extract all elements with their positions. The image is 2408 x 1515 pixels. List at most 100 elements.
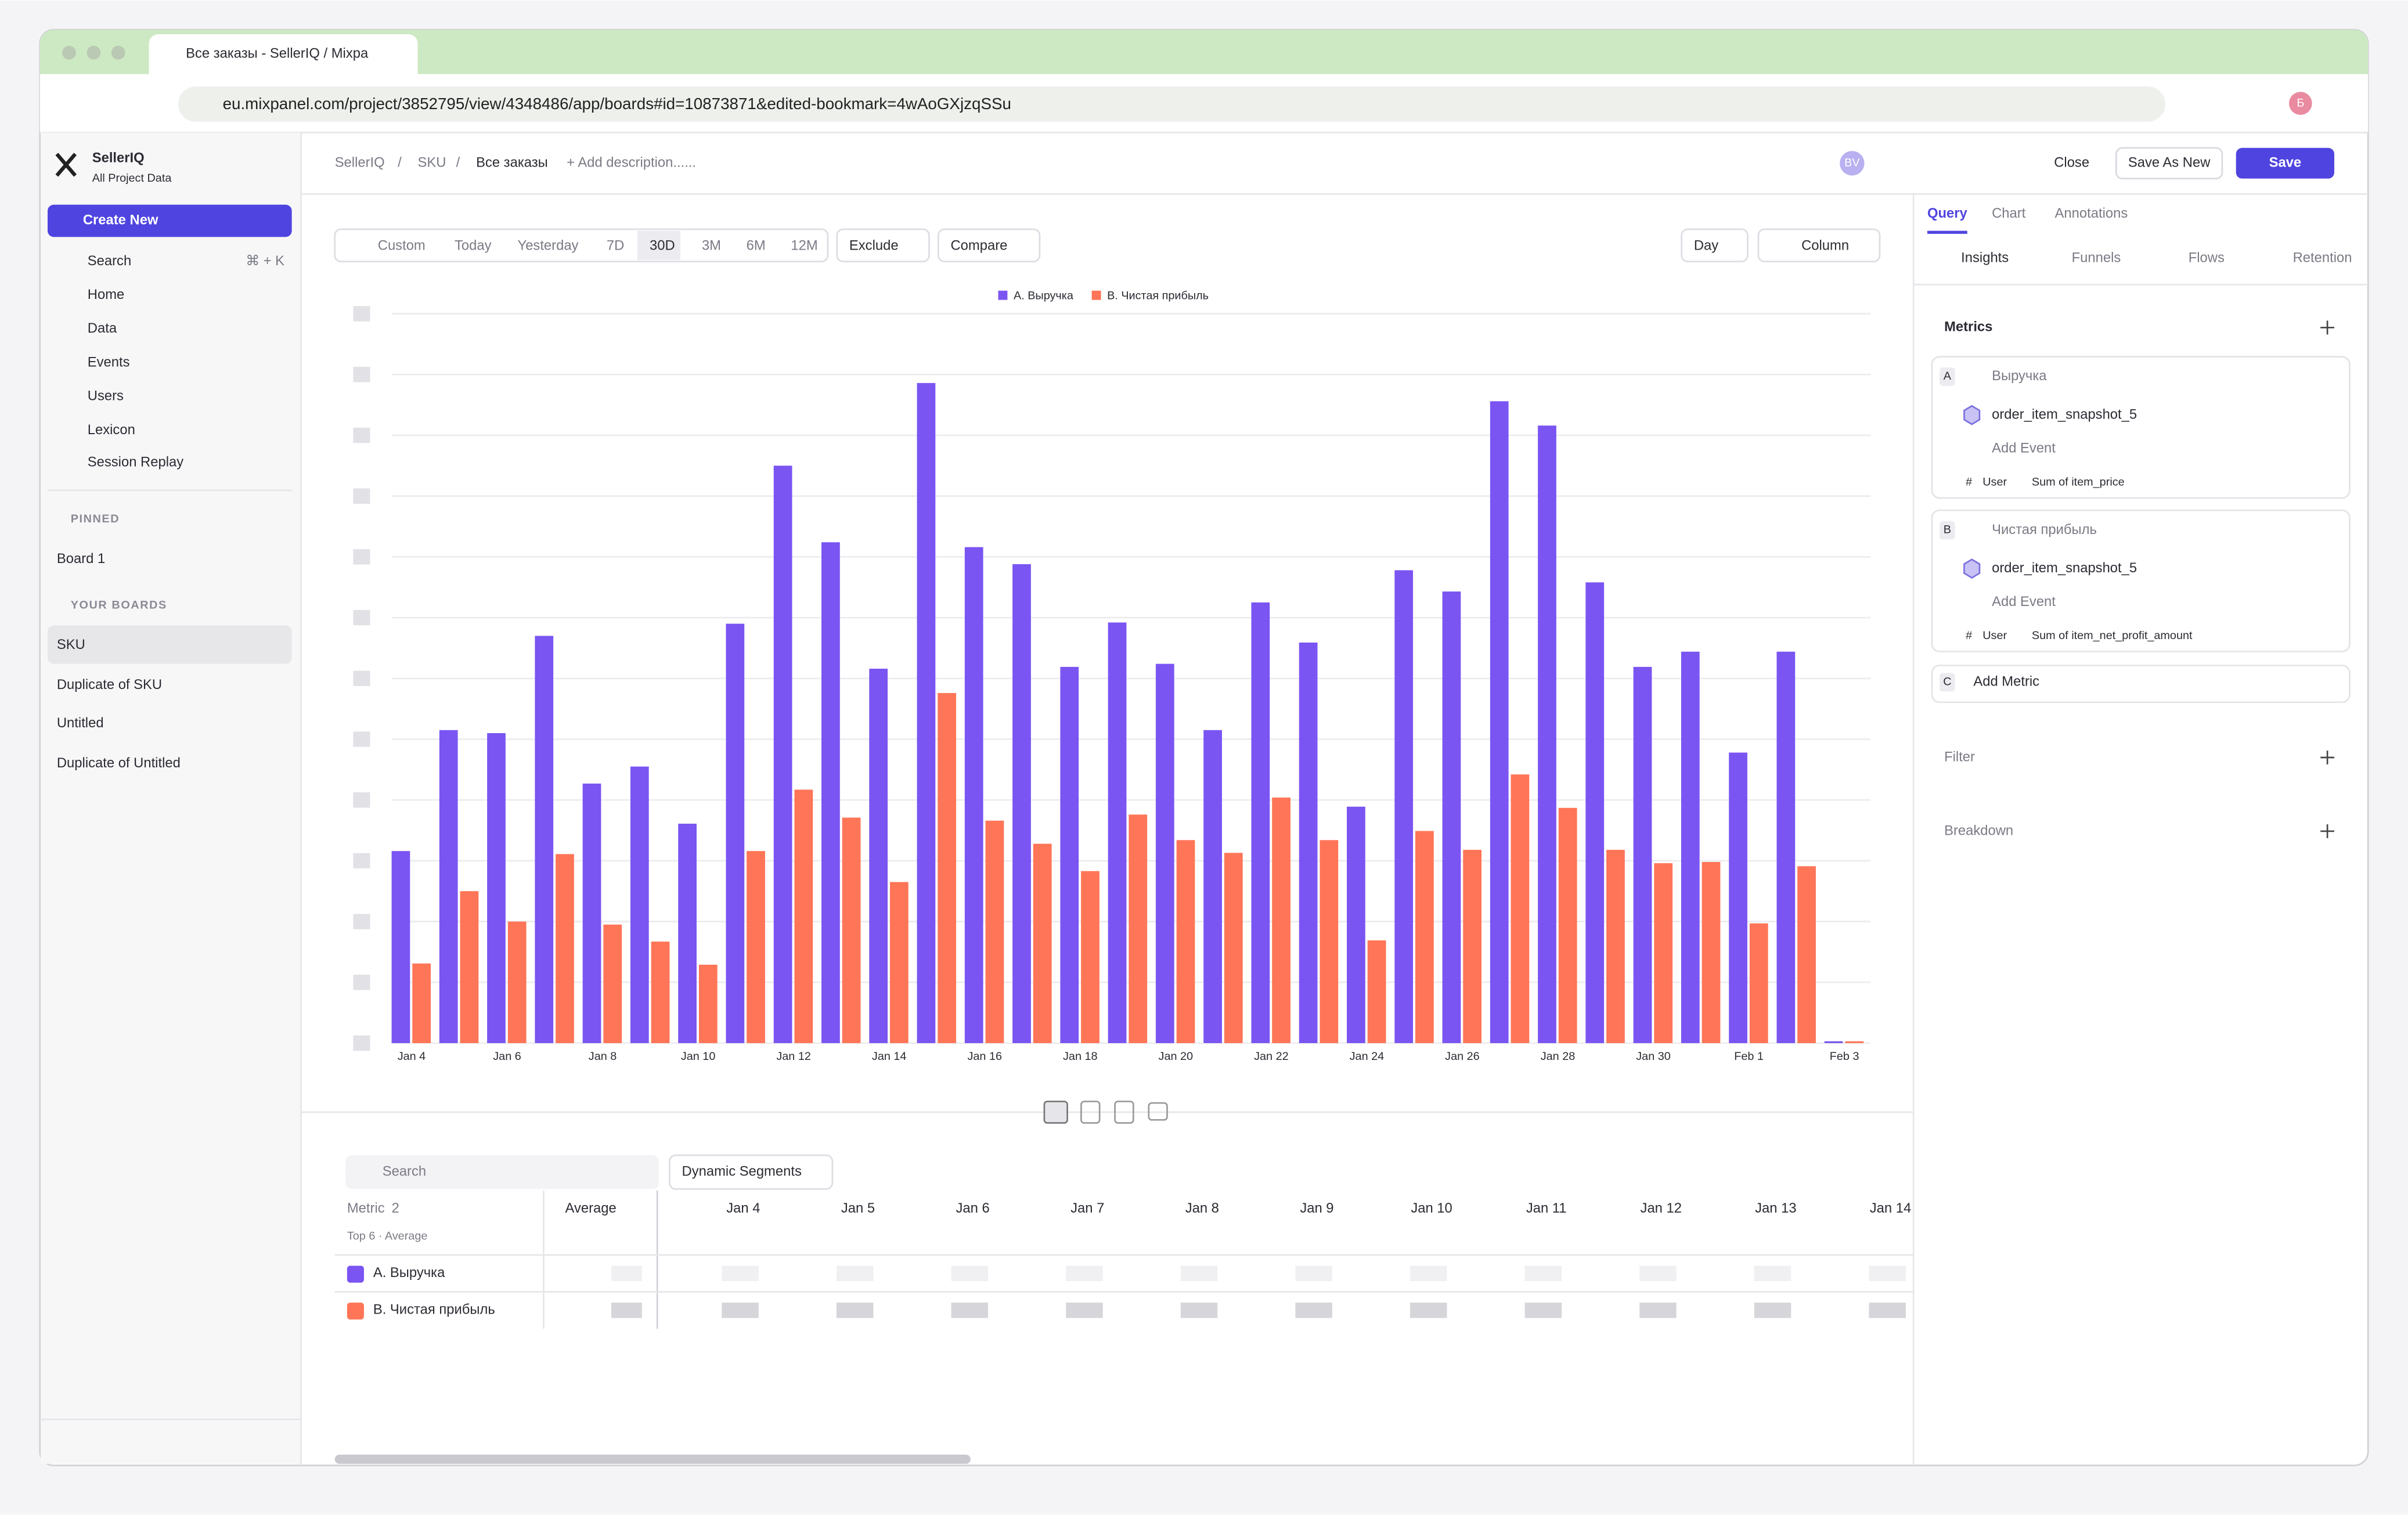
bar xyxy=(603,924,622,1044)
table-search[interactable] xyxy=(345,1155,659,1189)
blurred-tick-label xyxy=(353,853,370,869)
aggregation[interactable]: Sum of item_net_profit_amount xyxy=(2032,629,2193,642)
letter-badge xyxy=(1940,521,1955,540)
name[interactable]: Чистая прибыль xyxy=(1992,522,2097,538)
chart-type[interactable]: Column xyxy=(1801,237,1849,253)
selected-range xyxy=(637,230,680,260)
breadcrumbs[interactable]: SKU xyxy=(418,155,446,171)
add-description[interactable]: + Add description...... xyxy=(567,155,696,171)
compare-button[interactable] xyxy=(938,228,1041,262)
segments-button[interactable] xyxy=(669,1154,834,1190)
bar xyxy=(1129,814,1148,1044)
event[interactable]: order_item_snapshot_5 xyxy=(1992,560,2137,576)
exclude[interactable]: Exclude xyxy=(849,237,899,253)
aggregation[interactable]: Sum of item_price xyxy=(2032,476,2125,489)
columns: Jan 14 xyxy=(1870,1200,1911,1216)
profile-avatar[interactable] xyxy=(2288,92,2312,115)
bar xyxy=(890,882,909,1044)
blurred-cell xyxy=(1869,1265,1906,1282)
ranges[interactable]: 3M xyxy=(702,237,721,253)
layout-button[interactable] xyxy=(1114,1101,1134,1124)
nav[interactable]: Home xyxy=(88,287,124,302)
ranges[interactable]: Custom xyxy=(378,237,426,253)
window-button[interactable] xyxy=(62,45,76,60)
create-new[interactable]: Create New xyxy=(83,212,158,228)
boards[interactable]: Duplicate of Untitled xyxy=(57,755,181,771)
ranges[interactable]: 7D xyxy=(607,237,624,253)
ranges[interactable]: 6M xyxy=(747,237,766,253)
bar xyxy=(535,636,554,1044)
legend-label[interactable]: B. Чистая прибыль xyxy=(1107,289,1209,302)
bar xyxy=(556,854,574,1044)
save-as-new-button[interactable] xyxy=(2115,147,2223,180)
name[interactable]: Выручка xyxy=(1992,368,2047,384)
bar xyxy=(1060,666,1079,1044)
window-button[interactable] xyxy=(86,45,101,60)
close[interactable]: Close xyxy=(2054,155,2089,171)
report-types[interactable]: Insights xyxy=(1961,250,2009,266)
url[interactable]: eu.mixpanel.com/project/3852795/view/434… xyxy=(223,95,1011,113)
save-as-new[interactable]: Save As New xyxy=(2128,155,2211,171)
ranges[interactable]: Yesterday xyxy=(518,237,579,253)
report-types[interactable]: Flows xyxy=(2189,250,2225,266)
nav[interactable]: Users xyxy=(88,388,124,404)
average: Average xyxy=(565,1200,617,1216)
tabs[interactable]: Annotations xyxy=(2055,205,2128,221)
add-event[interactable]: Add Event xyxy=(1992,441,2056,456)
breadcrumbs[interactable]: SellerIQ xyxy=(335,155,385,171)
chart-type-button[interactable] xyxy=(1757,228,1881,262)
boards[interactable]: Untitled xyxy=(57,715,104,731)
layout-button[interactable] xyxy=(1043,1101,1068,1124)
create-new-button[interactable] xyxy=(48,204,292,237)
chart: Jan 4 Jan 6 Jan 8 Jan 10 Jan 12 Jan 14 Jan 16 J… xyxy=(353,289,1871,1063)
boards[interactable]: Duplicate of SKU xyxy=(57,677,162,692)
add-event[interactable]: Add Event xyxy=(1992,594,2056,609)
letter: A xyxy=(1944,370,1952,383)
ranges[interactable]: Today xyxy=(455,237,492,253)
nav[interactable]: Lexicon xyxy=(88,422,135,438)
boards[interactable]: SKU xyxy=(57,637,85,652)
nav[interactable]: Events xyxy=(88,354,130,370)
user-avatar[interactable] xyxy=(1840,151,1865,176)
window-button[interactable] xyxy=(111,45,125,60)
active-tab[interactable] xyxy=(149,34,418,74)
ranges[interactable]: 12M xyxy=(791,237,817,253)
report-types[interactable]: Retention xyxy=(2293,250,2352,266)
blurred-tick-label xyxy=(353,549,370,565)
address-bar[interactable] xyxy=(178,86,2166,122)
save-button[interactable] xyxy=(2236,147,2335,179)
compare[interactable]: Compare xyxy=(951,237,1008,253)
user[interactable]: User xyxy=(1982,476,2007,489)
add-icon[interactable] xyxy=(2320,320,2335,838)
tab-title[interactable]: Все заказы - SellerIQ / Mixpa xyxy=(186,46,369,62)
blurred-cell xyxy=(1524,1303,1562,1318)
exclude-button[interactable] xyxy=(836,228,930,262)
nav[interactable]: Session Replay xyxy=(88,454,183,470)
legend-label[interactable]: A. Выручка xyxy=(1014,289,1074,302)
pinned[interactable]: Board 1 xyxy=(57,551,105,567)
metric-header: Metric xyxy=(347,1200,385,1216)
tabs[interactable]: Chart xyxy=(1992,205,2026,221)
save[interactable]: Save xyxy=(2269,155,2302,171)
report-types[interactable]: Funnels xyxy=(2072,250,2121,266)
interval[interactable]: Day xyxy=(1694,237,1718,253)
scrollbar[interactable] xyxy=(334,1455,971,1464)
add-metric-card[interactable] xyxy=(1931,664,2351,704)
legend-swatch xyxy=(1091,290,1101,300)
search[interactable]: Search xyxy=(88,253,131,269)
bar xyxy=(747,851,765,1044)
blurred-tick-label xyxy=(353,670,370,686)
blurred-cell xyxy=(951,1303,989,1318)
nav[interactable]: Data xyxy=(88,320,117,336)
segments[interactable]: Dynamic Segments xyxy=(682,1164,802,1179)
interval-button[interactable] xyxy=(1681,228,1749,262)
event[interactable]: order_item_snapshot_5 xyxy=(1992,406,2137,422)
tabs[interactable]: Query xyxy=(1927,205,1968,221)
add-metric[interactable]: Add Metric xyxy=(1973,674,2039,690)
metric-card xyxy=(1931,356,2351,499)
ranges[interactable]: 30D xyxy=(650,237,675,253)
user[interactable]: User xyxy=(1982,629,2007,642)
x-tick-label: Jan 4 xyxy=(398,1050,426,1063)
layout-button[interactable] xyxy=(1148,1102,1168,1121)
layout-button[interactable] xyxy=(1080,1101,1101,1124)
